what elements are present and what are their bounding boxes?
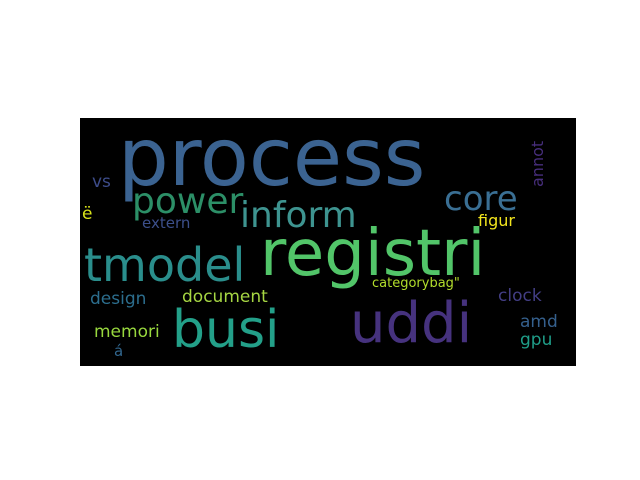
word-vs: vs bbox=[92, 172, 111, 192]
word-core: core bbox=[444, 179, 518, 219]
word-amd: amd bbox=[520, 312, 558, 332]
word-cloud-panel: process registri uddi busi tmodel inform… bbox=[80, 118, 576, 366]
word-a-acute: á bbox=[114, 342, 124, 360]
word-extern: extern bbox=[142, 214, 191, 232]
word-figur: figur bbox=[478, 211, 515, 230]
word-design: design bbox=[90, 289, 147, 309]
word-categorybag: categorybag" bbox=[372, 276, 460, 291]
word-document: document bbox=[182, 287, 268, 307]
word-uddi: uddi bbox=[350, 291, 473, 356]
word-busi: busi bbox=[172, 300, 280, 360]
word-power: power bbox=[132, 181, 244, 222]
word-registri: registri bbox=[260, 217, 486, 291]
word-annot: annot bbox=[528, 140, 547, 187]
word-inform: inform bbox=[240, 195, 357, 236]
word-clock: clock bbox=[498, 286, 542, 306]
word-tmodel: tmodel bbox=[84, 238, 246, 292]
word-e-diaeresis: ë bbox=[82, 204, 93, 224]
word-gpu: gpu bbox=[520, 330, 553, 350]
word-process: process bbox=[118, 118, 426, 204]
word-memori: memori bbox=[94, 322, 160, 342]
